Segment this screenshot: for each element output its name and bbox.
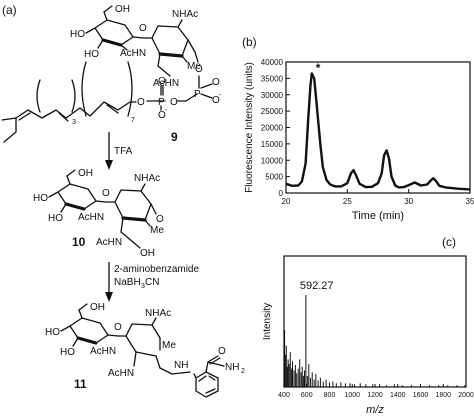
c9-p1-charge: - — [165, 107, 168, 114]
chart-b-ytick-label: 40000 — [261, 58, 284, 67]
c9-p2: P — [194, 89, 201, 100]
chart-c-xlabel: m/z — [366, 404, 384, 416]
c11-achn-2: AcHN — [108, 368, 134, 379]
c10-nhac: NHAc — [134, 173, 160, 184]
compound-9-sugars — [85, 5, 199, 77]
chart-c-peak-label: 592.27 — [300, 280, 334, 292]
c9-ho-left: HO — [70, 29, 85, 40]
c11-ho-left: HO — [45, 327, 60, 338]
reagent-nabh-b: CN — [145, 277, 159, 288]
chart-b-ytick-label: 10000 — [261, 156, 284, 165]
chart-b-xlabel: Time (min) — [352, 210, 404, 222]
panel-label-a: (a) — [2, 3, 17, 17]
c9-achn-1: AcHN — [120, 48, 146, 59]
chart-c-xtick-label: 1000 — [344, 392, 360, 399]
c10-oh-top: OH — [78, 168, 93, 179]
c11-nh2-sub: 2 — [241, 368, 245, 375]
c11-nh2: NH — [225, 362, 239, 373]
c11-me: Me — [162, 340, 176, 351]
c11-carbonyl-o: O — [218, 346, 226, 357]
panel-label-c: (c) — [442, 235, 456, 249]
chart-mass-spectrum: 400 600 800 1000 1200 1400 1600 1800 2000 592.27 m… — [262, 255, 474, 416]
c10-ho-left: HO — [33, 193, 48, 204]
c11-oh-top: OH — [90, 302, 105, 313]
reagent-tfa: TFA — [114, 146, 133, 157]
c9-anomeric-o: O — [195, 64, 203, 75]
c9-p1-ominus: O — [158, 110, 166, 121]
compound-11-label: 11 — [74, 377, 87, 391]
chart-c-frame — [283, 255, 467, 388]
c10-achn-2: AcHN — [96, 237, 122, 248]
chart-c-xtick-label: 1200 — [367, 392, 383, 399]
chart-c-xtick-label: 600 — [301, 392, 313, 399]
c9-achn-2: AcHN — [153, 78, 179, 89]
chart-b-peak-star: * — [316, 61, 321, 75]
chart-b-ytick-label: 5000 — [265, 173, 283, 182]
chart-b-ytick-label: 35000 — [261, 74, 284, 83]
chart-b-xtick-label: 35 — [466, 197, 474, 206]
compound-9-label: 9 — [171, 130, 178, 144]
chart-b-xtick-label: 25 — [343, 197, 352, 206]
c9-bridge-o: O — [170, 97, 178, 108]
c10-ring-o-right: O — [156, 214, 164, 225]
c11-ring-o: O — [114, 322, 122, 333]
chart-c-xtick-label: 1600 — [413, 392, 429, 399]
compound-11-structure — [60, 303, 225, 398]
compound-10-label: 10 — [72, 235, 86, 249]
arrow-2-head — [105, 292, 113, 302]
c11-nh: NH — [174, 360, 188, 371]
chart-b-xtick-label: 20 — [282, 197, 291, 206]
chart-c-ylabel: Intensity — [262, 303, 273, 340]
reagent-aminobenzamide: 2-aminobenzamide — [114, 264, 199, 275]
reagent-nabh-a: NaBH — [114, 277, 141, 288]
compound-9-polyprenyl — [1, 61, 137, 143]
c9-p1: P — [158, 97, 165, 108]
chart-b-xtick-label: 30 — [404, 197, 413, 206]
chart-c-xtick-label: 400 — [278, 392, 290, 399]
c9-p2-oxo: O — [212, 77, 220, 88]
c11-achn-1: AcHN — [90, 346, 116, 357]
c9-ho-bottom: HO — [84, 49, 99, 60]
chart-b-ytick-label: 30000 — [261, 91, 284, 100]
chart-c-xtick-label: 1400 — [390, 392, 406, 399]
chart-b-ytick-label: 15000 — [261, 140, 284, 149]
chart-b-ytick-label: 20000 — [261, 124, 284, 133]
c9-repeat-7: 7 — [131, 117, 135, 124]
c9-oh-top: OH — [115, 4, 130, 15]
chart-fluorescence: 0 5000 10000 15000 20000 25000 30000 35000 40000… — [244, 58, 474, 222]
compound-10-sugars — [48, 169, 157, 249]
chart-b-ytick-label: 25000 — [261, 107, 284, 116]
c9-repeat-3: 3 — [72, 119, 76, 126]
c9-me: Me — [187, 61, 201, 72]
c10-ho-bottom: HO — [48, 213, 63, 224]
c9-p2-charge: - — [219, 92, 222, 99]
c9-nhac: NHAc — [172, 9, 198, 20]
c10-me: Me — [150, 225, 164, 236]
chart-c-xtick-label: 2000 — [458, 392, 474, 399]
c10-ring-o: O — [102, 188, 110, 199]
c9-p1-oxo: O — [158, 76, 166, 87]
chart-b-ytick-label: 0 — [279, 189, 284, 198]
compound-9-diphosphate — [146, 75, 213, 102]
c9-ring-o: O — [139, 23, 147, 34]
chart-b-series-line — [285, 72, 471, 191]
c9-ester-o: O — [137, 97, 145, 108]
chart-c-xtick-label: 800 — [324, 392, 336, 399]
reagent-nabh-sub: 3 — [141, 283, 145, 290]
arrow-1-head — [105, 160, 113, 170]
panel-label-b: (b) — [242, 35, 257, 49]
chart-c-xtick-label: 1800 — [435, 392, 451, 399]
c9-p2-ominus: O — [212, 95, 220, 106]
c10-oh-anomeric: OH — [140, 248, 155, 259]
chart-b-ylabel: Fluorescence Intensity (units) — [244, 62, 255, 193]
c10-achn-1: AcHN — [78, 212, 104, 223]
c11-nhac: NHAc — [145, 308, 171, 319]
c11-ho-bottom: HO — [60, 347, 75, 358]
